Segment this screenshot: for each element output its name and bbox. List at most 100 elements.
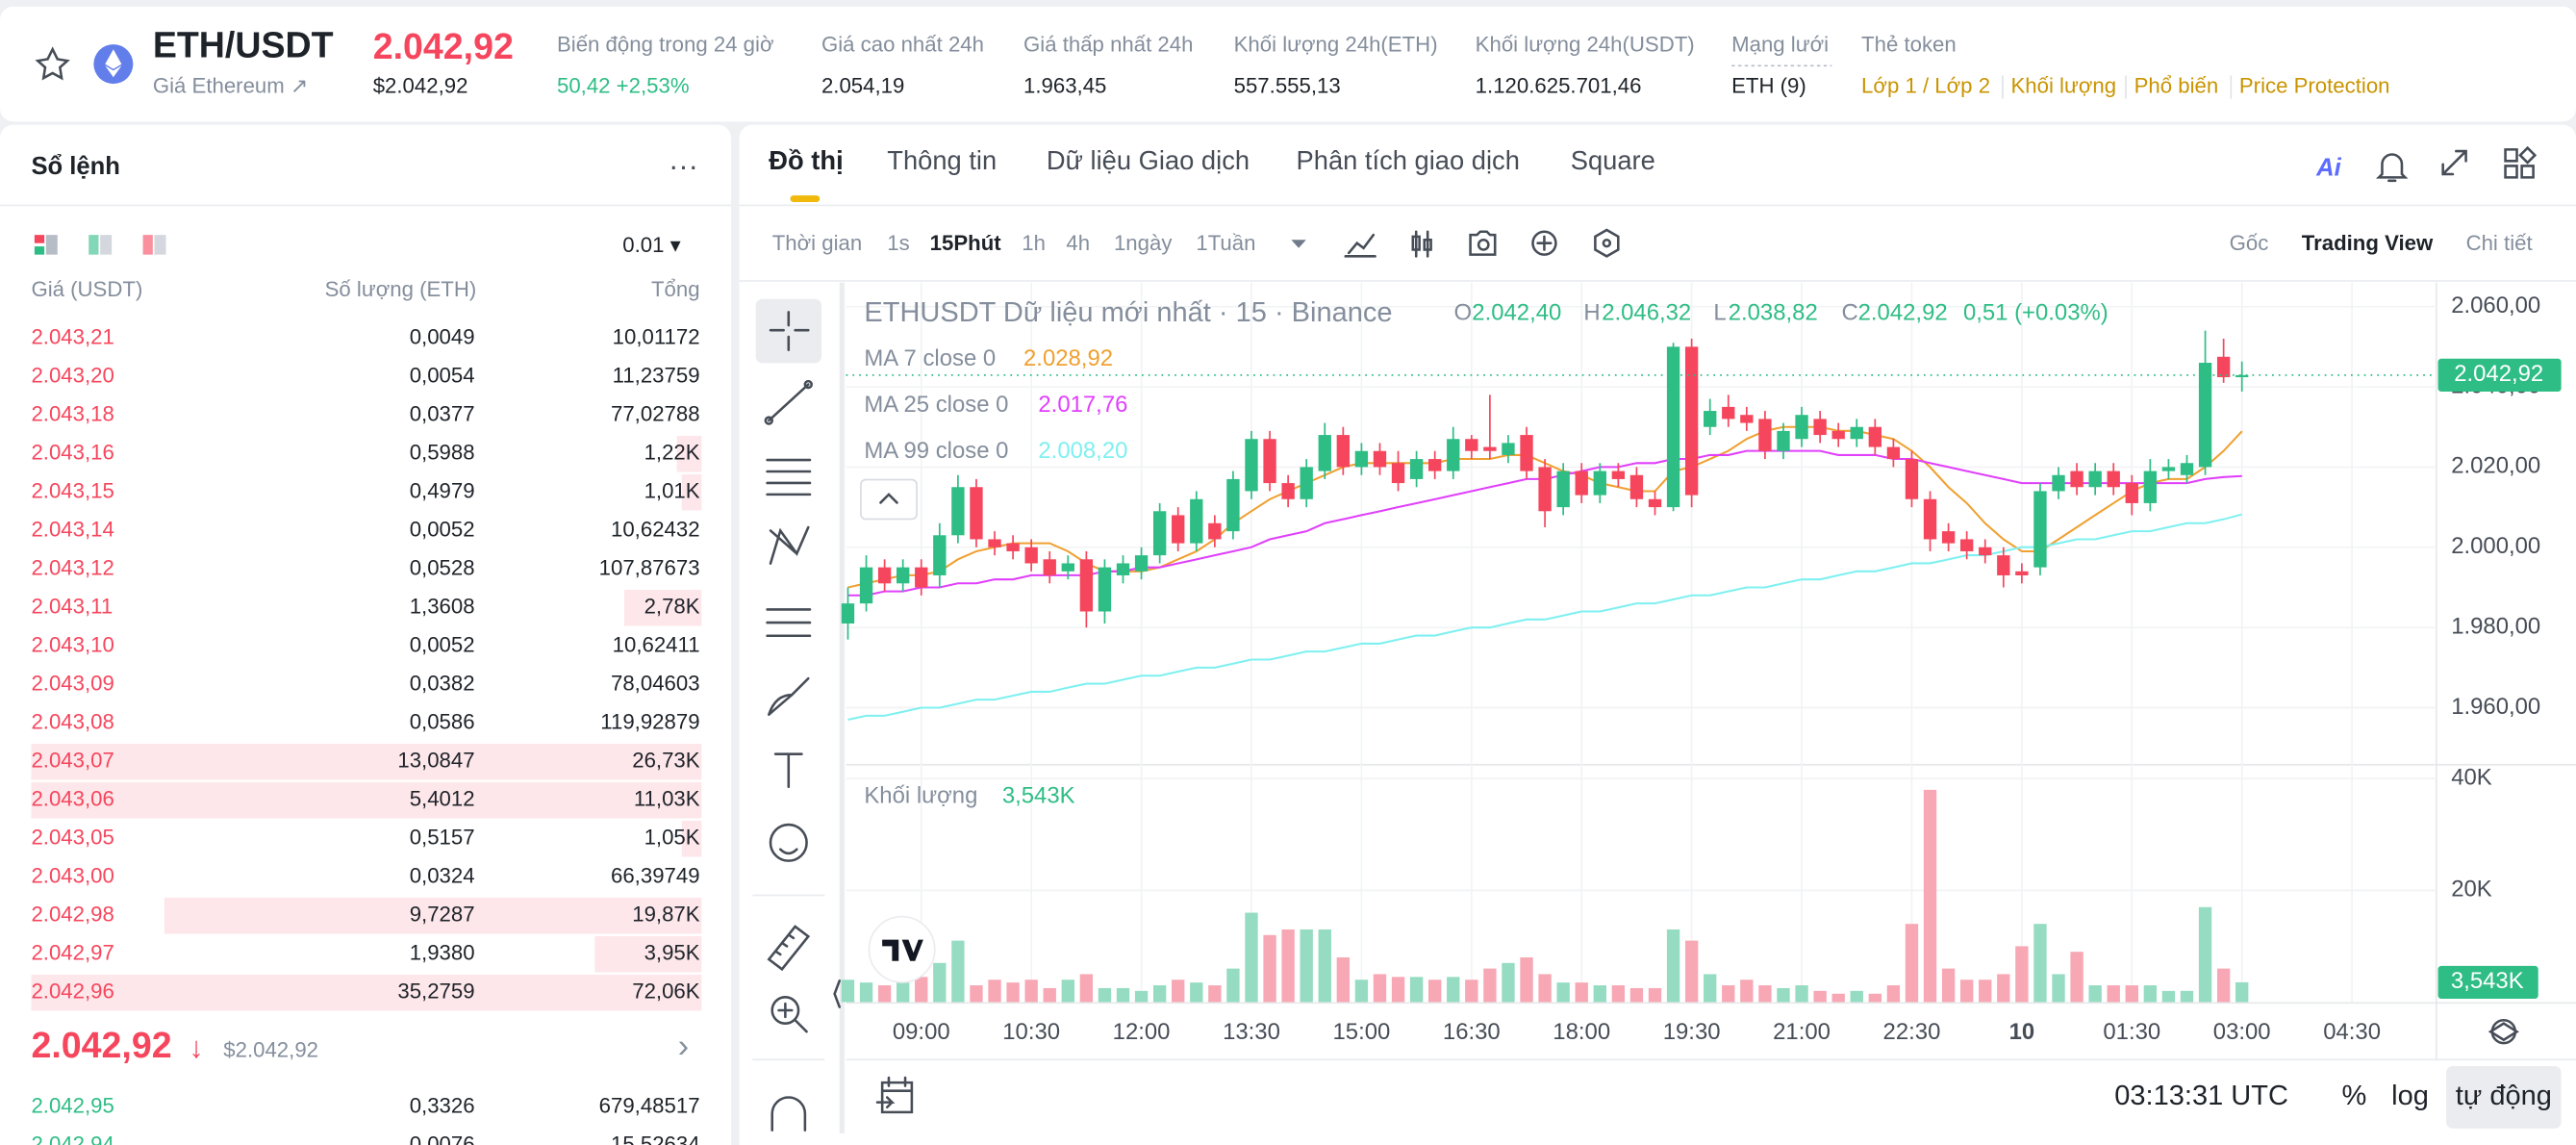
interval[interactable]: 15Phút bbox=[930, 231, 1002, 255]
ask-price: 2.043,14 bbox=[31, 518, 114, 542]
snapshot-icon[interactable] bbox=[1469, 230, 1497, 256]
ask-amount: 0,0528 bbox=[410, 556, 475, 580]
ai-button[interactable]: Ai bbox=[2315, 155, 2341, 182]
volume-bar bbox=[1740, 980, 1754, 1003]
favorite-star[interactable] bbox=[35, 46, 70, 81]
tag[interactable]: Phổ biến bbox=[2134, 73, 2219, 97]
interval-dropdown[interactable] bbox=[1291, 240, 1306, 248]
depth-bar bbox=[31, 781, 702, 819]
candle-body bbox=[2033, 491, 2047, 568]
candle-type-icon[interactable] bbox=[1411, 230, 1432, 258]
precision[interactable]: 0.01 ▾ bbox=[622, 233, 681, 257]
tab[interactable]: Phân tích giao dịch bbox=[1297, 145, 1520, 175]
view[interactable]: Trading View bbox=[2302, 231, 2434, 255]
x-tick-label: 21:00 bbox=[1773, 1019, 1831, 1045]
candle-body bbox=[1190, 498, 1203, 544]
depth-bar bbox=[624, 589, 702, 626]
volume-bar bbox=[1391, 977, 1405, 1003]
volume-bar bbox=[1538, 974, 1552, 1003]
tab[interactable]: Square bbox=[1571, 145, 1655, 175]
candle-body bbox=[951, 487, 965, 536]
ask-total: 11,03K bbox=[634, 787, 700, 811]
volume-bar bbox=[2216, 968, 2231, 1003]
candle-body bbox=[877, 567, 892, 584]
tab[interactable]: Dữ liệu Giao dịch bbox=[1047, 145, 1250, 175]
tv-logo[interactable] bbox=[868, 915, 936, 983]
interval[interactable]: 1ngày bbox=[1114, 231, 1173, 255]
percent-toggle[interactable]: % bbox=[2342, 1081, 2367, 1111]
date-range-icon[interactable] bbox=[875, 1076, 914, 1114]
volume-bar bbox=[1629, 987, 1644, 1003]
volume-value: 3,543K bbox=[1002, 782, 1075, 808]
more[interactable]: ··· bbox=[669, 148, 698, 182]
volume-bar bbox=[1611, 985, 1626, 1003]
ask-price: 2.043,07 bbox=[31, 749, 114, 773]
fullscreen-icon[interactable] bbox=[2441, 149, 2467, 176]
tag[interactable]: Price Protection bbox=[2239, 73, 2390, 97]
stat-label: Khối lượng 24h(ETH) bbox=[1234, 33, 1438, 57]
volume-bar bbox=[1245, 912, 1258, 1003]
volume-tag-bg bbox=[2437, 965, 2538, 999]
collapse-button[interactable] bbox=[860, 478, 918, 521]
volume-bar bbox=[1959, 980, 1974, 1003]
drawing-tools[interactable] bbox=[764, 311, 813, 1132]
tab[interactable]: Đồ thị bbox=[769, 145, 843, 175]
settings-dot bbox=[1602, 238, 1612, 248]
pair-subtitle[interactable]: Giá Ethereum ↗ bbox=[153, 73, 309, 97]
candle-body bbox=[933, 535, 947, 575]
view[interactable]: Chi tiết bbox=[2466, 231, 2533, 255]
log-toggle[interactable]: log bbox=[2391, 1081, 2429, 1111]
mid-price: 2.042,92 bbox=[31, 1025, 171, 1065]
volume-label: Khối lượng bbox=[864, 782, 977, 808]
volume-bar bbox=[1226, 968, 1240, 1003]
candle-body bbox=[1502, 443, 1515, 455]
tab[interactable]: Thông tin bbox=[887, 145, 997, 175]
layout-icons[interactable] bbox=[34, 235, 166, 255]
ask-total: 1,05K bbox=[644, 826, 700, 850]
volume-bar bbox=[1556, 982, 1570, 1003]
settings-icon[interactable] bbox=[1594, 228, 1620, 258]
ohlc-value: 2.038,82 bbox=[1729, 299, 1818, 325]
stat-value[interactable]: ETH (9) bbox=[1731, 73, 1806, 97]
ohlc-key: C bbox=[1842, 299, 1858, 325]
splitter-handle[interactable] bbox=[833, 979, 842, 1008]
indicator-icon[interactable] bbox=[1344, 233, 1376, 258]
layout-icon[interactable] bbox=[2504, 145, 2538, 179]
view[interactable]: Gốc bbox=[2230, 231, 2269, 255]
volume-bar bbox=[2107, 985, 2120, 1003]
candle-body bbox=[2125, 483, 2138, 503]
axis-settings[interactable] bbox=[2488, 1022, 2519, 1042]
ask-price: 2.043,16 bbox=[31, 441, 114, 465]
auto-toggle[interactable]: tự động bbox=[2456, 1081, 2552, 1111]
stat-value: 1.120.625.701,46 bbox=[1476, 73, 1642, 97]
ask-amount: 0,0586 bbox=[410, 710, 475, 734]
candle-body bbox=[1409, 459, 1424, 479]
y-tick-label: 1.980,00 bbox=[2451, 613, 2540, 639]
volume-tag: 3,543K bbox=[2451, 968, 2524, 994]
ask-price: 2.043,12 bbox=[31, 556, 114, 580]
depth-bar bbox=[676, 435, 702, 472]
volume-bar bbox=[841, 980, 855, 1003]
candle-body bbox=[2216, 356, 2231, 378]
tag[interactable]: Lớp 1 / Lớp 2 bbox=[1861, 73, 1990, 97]
alert-icon[interactable] bbox=[2375, 153, 2409, 183]
add-icon[interactable] bbox=[1531, 230, 1557, 256]
mid-more[interactable]: › bbox=[678, 1028, 689, 1064]
ohlc-change: 0,51 (+0.03%) bbox=[1963, 299, 2109, 325]
ask-amount: 0,4979 bbox=[410, 479, 475, 503]
interval[interactable]: 4h bbox=[1066, 231, 1090, 255]
interval[interactable]: 1Tuần bbox=[1196, 231, 1255, 255]
candle-body bbox=[1152, 511, 1167, 556]
snapshot-lens bbox=[1477, 238, 1490, 251]
tag[interactable]: Khối lượng bbox=[2010, 73, 2116, 97]
volume-bar bbox=[1336, 957, 1351, 1003]
interval[interactable]: 1h bbox=[1022, 231, 1046, 255]
ask-price: 2.043,09 bbox=[31, 672, 114, 696]
volume-bar bbox=[2070, 952, 2084, 1003]
tv-glyph bbox=[882, 939, 923, 961]
volume-bar bbox=[915, 977, 928, 1003]
candle-body bbox=[2052, 474, 2065, 492]
interval[interactable]: 1s bbox=[887, 231, 909, 255]
ask-total: 2,78K bbox=[644, 595, 700, 619]
candle-body bbox=[1300, 467, 1313, 499]
